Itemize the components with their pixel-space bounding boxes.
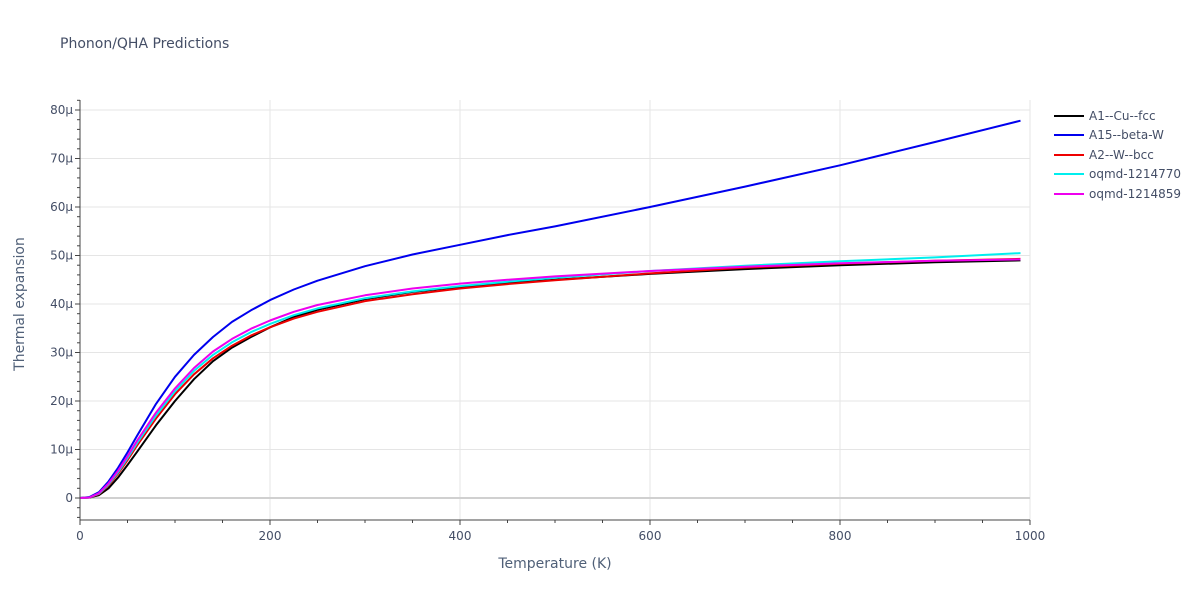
- svg-text:400: 400: [449, 529, 472, 543]
- legend-item-a15-beta-w[interactable]: A15--beta-W: [1054, 126, 1181, 146]
- svg-text:50μ: 50μ: [50, 249, 73, 263]
- y-axis-title: Thermal expansion: [12, 237, 28, 372]
- legend-label: oqmd-1214770: [1089, 167, 1182, 182]
- svg-text:600: 600: [639, 529, 662, 543]
- legend-label: A1--Cu--fcc: [1089, 108, 1156, 123]
- svg-text:80μ: 80μ: [50, 103, 73, 117]
- legend-line-icon: [1054, 134, 1084, 137]
- legend-line-icon: [1054, 192, 1084, 195]
- svg-text:1000: 1000: [1015, 529, 1046, 543]
- axes: 0 10μ 20μ 30μ 40μ 50μ 60μ 70μ 80μ 0 200 400 600 800 10…: [50, 99, 1046, 543]
- legend-item-oqmd-1214770[interactable]: oqmd-1214770: [1054, 165, 1181, 185]
- legend-label: oqmd-1214859: [1089, 186, 1182, 201]
- chart-title: Phonon/QHA Predictions: [60, 36, 230, 52]
- legend-line-icon: [1054, 114, 1084, 117]
- svg-text:200: 200: [259, 529, 282, 543]
- legend-line-icon: [1054, 153, 1084, 156]
- svg-text:40μ: 40μ: [50, 297, 73, 311]
- legend-item-oqmd-1214859[interactable]: oqmd-1214859: [1054, 184, 1181, 204]
- svg-text:0: 0: [76, 529, 84, 543]
- svg-text:70μ: 70μ: [50, 152, 73, 166]
- legend-label: A15--beta-W: [1089, 128, 1164, 143]
- svg-text:60μ: 60μ: [50, 200, 73, 214]
- legend: A1--Cu--fcc A15--beta-W A2--W--bcc oqmd-…: [1054, 106, 1181, 204]
- svg-text:30μ: 30μ: [50, 346, 73, 360]
- svg-text:0: 0: [65, 491, 73, 505]
- svg-text:20μ: 20μ: [50, 394, 73, 408]
- svg-text:800: 800: [829, 529, 852, 543]
- svg-text:10μ: 10μ: [50, 443, 73, 457]
- legend-item-a1-cu-fcc[interactable]: A1--Cu--fcc: [1054, 106, 1181, 126]
- legend-line-icon: [1054, 173, 1084, 176]
- x-axis-title: Temperature (K): [497, 556, 611, 572]
- legend-item-a2-w-bcc[interactable]: A2--W--bcc: [1054, 145, 1181, 165]
- grid-lines: [80, 100, 1031, 520]
- data-series: [79, 119, 1021, 499]
- legend-label: A2--W--bcc: [1089, 147, 1154, 162]
